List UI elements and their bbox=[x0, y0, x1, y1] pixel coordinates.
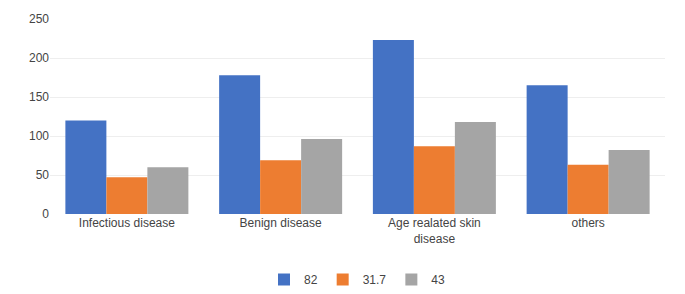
svg-text:0: 0 bbox=[42, 207, 49, 221]
svg-text:150: 150 bbox=[29, 90, 49, 104]
svg-text:50: 50 bbox=[36, 168, 50, 182]
svg-text:43: 43 bbox=[431, 273, 445, 287]
svg-text:Benign disease: Benign disease bbox=[240, 216, 322, 230]
svg-text:100: 100 bbox=[29, 129, 49, 143]
svg-text:31.7: 31.7 bbox=[363, 273, 387, 287]
svg-text:82: 82 bbox=[304, 273, 318, 287]
svg-text:200: 200 bbox=[29, 51, 49, 65]
svg-text:Infectious disease: Infectious disease bbox=[79, 216, 175, 230]
svg-text:250: 250 bbox=[29, 12, 49, 26]
svg-text:others: others bbox=[571, 216, 604, 230]
svg-text:Age realated skindisease: Age realated skindisease bbox=[388, 216, 481, 246]
